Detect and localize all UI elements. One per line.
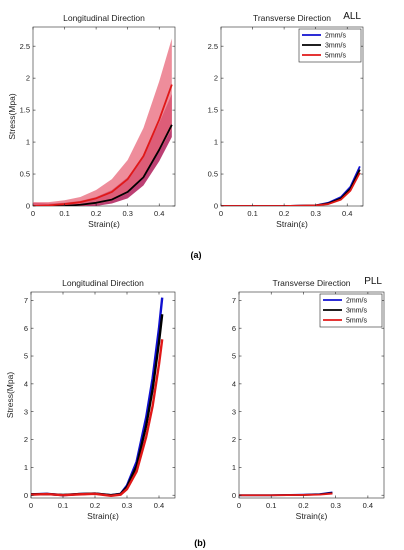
x-tick-label: 0 <box>29 501 33 510</box>
x-tick-label: 0 <box>31 209 35 218</box>
x-tick-label: 0.2 <box>90 501 100 510</box>
series-line-3mm-s <box>33 124 173 206</box>
y-tick-label: 1.5 <box>208 106 218 115</box>
y-tick-label: 2 <box>232 435 236 444</box>
legend-label: 5mm/s <box>346 318 368 325</box>
chart-tag: ALL <box>343 11 361 22</box>
chart-b_trans: 0 0.1 0.2 0.3 0.4 0 1 2 3 4 5 6 7 Transverse Directio… <box>232 276 385 521</box>
x-tick-label: 0.4 <box>154 209 164 218</box>
y-tick-label: 0 <box>232 491 236 500</box>
x-tick-label: 0.3 <box>122 501 132 510</box>
x-tick-label: 0.2 <box>91 209 101 218</box>
y-tick-label: 2 <box>214 74 218 83</box>
x-axis-label: Strain(ε) <box>296 511 328 521</box>
y-tick-label: 0.5 <box>208 170 218 179</box>
x-tick-label: 0.3 <box>310 209 320 218</box>
series-line-5mm-s <box>221 172 361 206</box>
y-tick-label: 2.5 <box>208 42 218 51</box>
y-tick-label: 1.5 <box>20 106 30 115</box>
x-tick-label: 0.3 <box>330 501 340 510</box>
y-tick-label: 4 <box>232 379 236 388</box>
chart-a_long: 0 0.1 0.2 0.3 0.4 0 0.5 1 1.5 2 2.5 Longitudinal Di… <box>7 13 176 229</box>
x-tick-label: 0.1 <box>58 501 68 510</box>
chart-tag: PLL <box>364 276 382 287</box>
y-tick-label: 6 <box>232 324 236 333</box>
plot-content <box>31 297 164 497</box>
chart-b_long: 0 0.1 0.2 0.3 0.4 0 1 2 3 4 5 6 7 Longitudinal Direct… <box>5 278 176 521</box>
series-line-5mm-s <box>33 84 173 206</box>
series-line-5mm-s <box>31 339 164 497</box>
legend-label: 3mm/s <box>325 43 347 50</box>
legend-label: 5mm/s <box>325 53 347 60</box>
chart-title: Transverse Direction <box>253 13 331 23</box>
x-axis-label: Strain(ε) <box>87 511 119 521</box>
x-tick-label: 0.4 <box>154 501 164 510</box>
legend: 2mm/s 3mm/s 5mm/s <box>319 293 383 328</box>
y-tick-label: 1 <box>24 463 28 472</box>
x-tick-label: 0 <box>237 501 241 510</box>
y-tick-label: 2 <box>24 435 28 444</box>
y-tick-label: 2 <box>26 74 30 83</box>
y-tick-label: 5 <box>232 352 236 361</box>
x-tick-label: 0.4 <box>342 209 352 218</box>
y-tick-label: 7 <box>24 296 28 305</box>
x-tick-label: 0.1 <box>266 501 276 510</box>
y-tick-label: 3 <box>24 407 28 416</box>
series-line-5mm-s <box>239 492 333 497</box>
y-tick-label: 4 <box>24 379 28 388</box>
x-axis-label: Strain(ε) <box>276 219 308 229</box>
y-tick-label: 1 <box>214 138 218 147</box>
chart-a_trans: 0 0.1 0.2 0.3 0.4 0 0.5 1 1.5 2 2.5 Transverse Dire… <box>208 11 364 229</box>
y-tick-label: 3 <box>232 407 236 416</box>
panel-b-label: (b) <box>194 538 206 548</box>
y-tick-label: 0 <box>24 491 28 500</box>
y-axis-label: Stress(Mpa) <box>7 93 17 139</box>
legend-label: 2mm/s <box>346 298 368 305</box>
x-tick-label: 0 <box>219 209 223 218</box>
y-tick-label: 5 <box>24 352 28 361</box>
x-axis-label: Strain(ε) <box>88 219 120 229</box>
x-tick-label: 0.3 <box>122 209 132 218</box>
plot-content <box>239 491 333 497</box>
y-tick-label: 0.5 <box>20 170 30 179</box>
y-axis-label: Stress(Mpa) <box>5 372 15 418</box>
y-tick-label: 6 <box>24 324 28 333</box>
y-tick-label: 7 <box>232 296 236 305</box>
x-tick-label: 0.2 <box>279 209 289 218</box>
y-tick-label: 2.5 <box>20 42 30 51</box>
chart-title: Longitudinal Direction <box>63 13 145 23</box>
legend-label: 3mm/s <box>346 308 368 315</box>
chart-title: Transverse Direction <box>272 278 350 288</box>
legend-label: 2mm/s <box>325 33 347 40</box>
y-tick-label: 0 <box>214 202 218 211</box>
panel-a-label: (a) <box>191 250 202 260</box>
chart-title: Longitudinal Direction <box>62 278 144 288</box>
y-tick-label: 0 <box>26 202 30 211</box>
x-tick-label: 0.4 <box>363 501 373 510</box>
plot-content <box>221 165 361 206</box>
x-tick-label: 0.1 <box>247 209 257 218</box>
y-tick-label: 1 <box>26 138 30 147</box>
x-tick-label: 0.2 <box>298 501 308 510</box>
legend: 2mm/s 3mm/s 5mm/s <box>298 28 362 63</box>
plot-content <box>33 38 173 206</box>
x-tick-label: 0.1 <box>59 209 69 218</box>
y-tick-label: 1 <box>232 463 236 472</box>
